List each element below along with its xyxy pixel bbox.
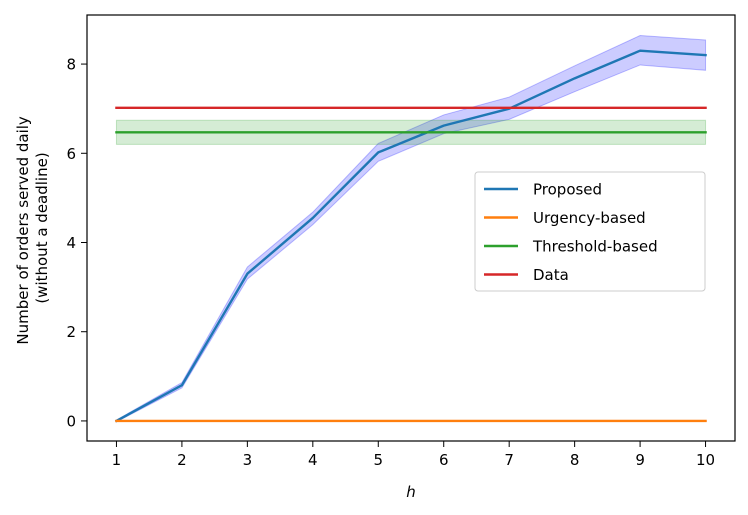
x-axis-label: h <box>406 483 416 501</box>
y-axis-label-line-2: (without a deadline) <box>33 152 51 303</box>
x-tick-label: 6 <box>439 451 449 469</box>
y-tick-label: 8 <box>66 56 76 74</box>
x-axis-ticks: 1 2 3 4 5 6 7 8 9 10 <box>112 441 715 469</box>
x-tick-label: 7 <box>504 451 514 469</box>
legend-label-data: Data <box>533 266 569 284</box>
x-tick-label: 8 <box>570 451 580 469</box>
series-line-proposed <box>114 49 707 423</box>
y-tick-label: 6 <box>66 145 76 163</box>
y-axis-ticks: 0 2 4 6 8 <box>66 56 87 430</box>
x-tick-label: 5 <box>373 451 383 469</box>
x-tick-label: 1 <box>112 451 122 469</box>
y-tick-label: 0 <box>66 412 76 430</box>
legend-label-threshold-based: Threshold-based <box>532 238 658 256</box>
x-tick-label: 10 <box>696 451 715 469</box>
legend-box <box>474 171 706 292</box>
x-tick-label: 9 <box>635 451 645 469</box>
band-proposed <box>115 35 707 423</box>
plot-frame <box>86 14 736 442</box>
y-axis-label: Number of orders served daily (without a… <box>14 111 51 344</box>
y-tick-label: 4 <box>66 234 76 252</box>
legend: Proposed Urgency-based Threshold-based Data <box>474 171 706 292</box>
legend-label-urgency-based: Urgency-based <box>533 209 646 227</box>
x-tick-label: 2 <box>177 451 187 469</box>
legend-label-proposed: Proposed <box>533 181 602 199</box>
x-tick-label: 4 <box>308 451 318 469</box>
y-tick-label: 2 <box>66 323 76 341</box>
series-lines <box>114 49 707 423</box>
x-tick-label: 3 <box>243 451 253 469</box>
y-axis-label-line-1: Number of orders served daily <box>14 116 32 344</box>
